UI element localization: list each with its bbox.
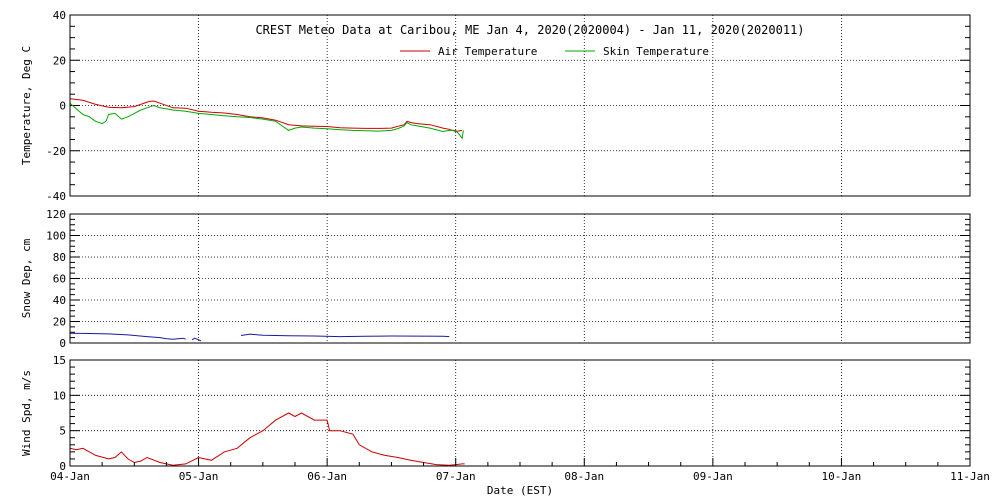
- x-tick-label: 06-Jan: [307, 470, 347, 483]
- y-tick-label: 0: [59, 460, 66, 473]
- legend-label-1: Skin Temperature: [603, 45, 709, 58]
- y-tick-label: 40: [53, 294, 66, 307]
- panel-snow_depth: 0 20 40 60 80 100 120 Snow Dep, cm: [20, 208, 971, 350]
- series-line-wind_speed-0: [69, 412, 465, 466]
- x-tick-label: 11-Jan: [950, 470, 990, 483]
- y-tick-label: 0: [59, 337, 66, 350]
- series-line-temperature-0: [69, 98, 463, 133]
- panel-frame: [69, 359, 971, 467]
- y-tick-label: 20: [53, 316, 66, 329]
- y-axis-label: Snow Dep, cm: [20, 238, 33, 318]
- panels: -40 -20 0 20 40 Temperature, Deg C Air Tempera…: [20, 9, 971, 473]
- y-tick-label: 15: [53, 354, 66, 367]
- y-tick-label: 10: [53, 389, 66, 402]
- x-axis-label: Date (EST): [487, 484, 553, 497]
- panel-frame: [69, 14, 971, 197]
- series-segment-snow_depth-1: [191, 337, 202, 342]
- y-tick-label: 100: [46, 230, 66, 243]
- y-tick-label: 60: [53, 273, 66, 286]
- x-tick-label: 07-Jan: [436, 470, 476, 483]
- series-segment-snow_depth-0: [69, 332, 186, 340]
- x-tick-label: 08-Jan: [564, 470, 604, 483]
- x-axis: 04-Jan 05-Jan 06-Jan 07-Jan 08-Jan 09-Jan 10-J…: [50, 458, 990, 483]
- series-line-temperature-1: [69, 102, 464, 140]
- legend-label-0: Air Temperature: [438, 45, 537, 58]
- y-tick-label: 5: [59, 425, 66, 438]
- y-tick-label: 120: [46, 208, 66, 221]
- y-tick-label: 80: [53, 251, 66, 264]
- x-tick-label: 05-Jan: [179, 470, 219, 483]
- y-tick-label: 0: [59, 100, 66, 113]
- y-tick-label: -20: [46, 145, 66, 158]
- y-axis-label: Wind Spd, m/s: [20, 370, 33, 456]
- panel-temperature: -40 -20 0 20 40 Temperature, Deg C Air Tempera…: [20, 9, 971, 203]
- y-tick-label: -40: [46, 190, 66, 203]
- series-segment-snow_depth-2: [240, 333, 450, 338]
- y-axis-label: Temperature, Deg C: [20, 46, 33, 165]
- y-tick-label: 20: [53, 54, 66, 67]
- chart-title: CREST Meteo Data at Caribou, ME Jan 4, 2…: [255, 23, 804, 37]
- panel-frame: [69, 213, 971, 344]
- x-tick-label: 09-Jan: [693, 470, 733, 483]
- y-tick-label: 40: [53, 9, 66, 22]
- panel-wind_speed: 0 5 10 15 Wind Spd, m/s: [20, 354, 971, 473]
- x-tick-label: 04-Jan: [50, 470, 90, 483]
- x-tick-label: 10-Jan: [822, 470, 862, 483]
